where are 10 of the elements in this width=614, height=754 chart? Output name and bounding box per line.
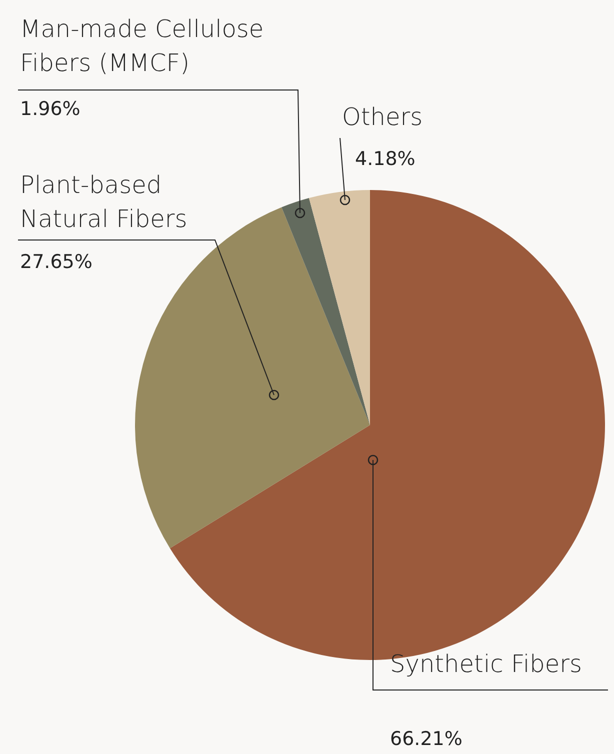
slice-label: Synthetic Fibers — [390, 650, 582, 678]
data-label: 4.18% — [355, 148, 416, 170]
slice-label: Others — [342, 103, 423, 131]
data-label: 1.96% — [20, 98, 80, 120]
data-label: 27.65% — [20, 251, 92, 273]
slice-label: Man-made Cellulose Fibers (MMCF) — [20, 15, 264, 77]
pie-slice — [308, 190, 370, 425]
pie-slice — [282, 198, 370, 425]
slice-label: Plant-based Natural Fibers — [20, 171, 188, 233]
data-label: 66.21% — [390, 728, 462, 750]
